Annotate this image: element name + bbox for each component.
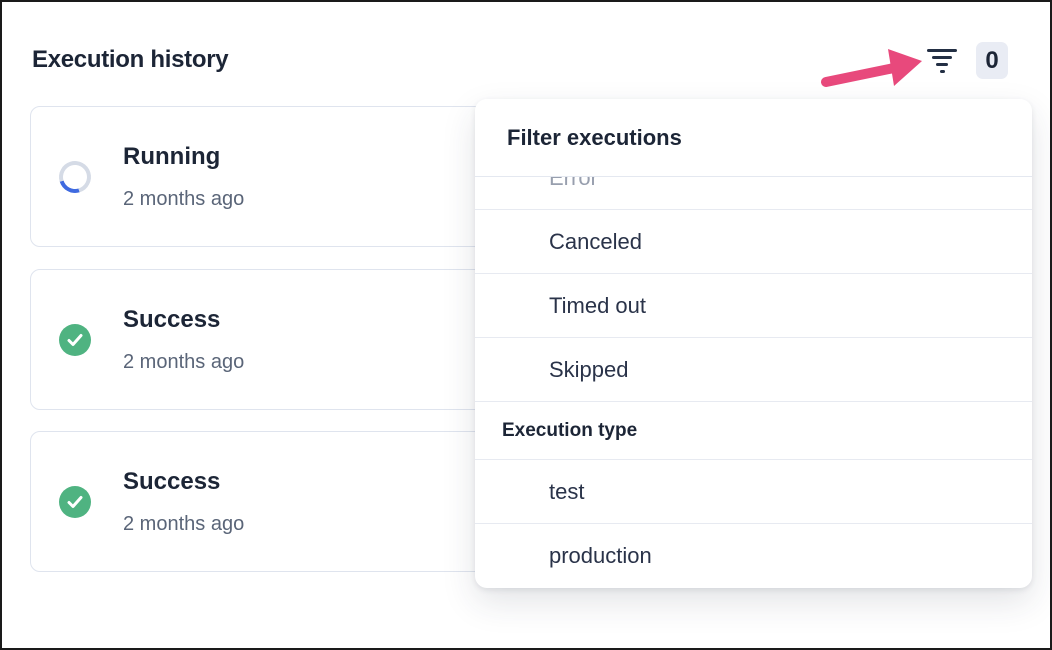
filter-count-badge: 0: [976, 42, 1008, 79]
filter-dropdown-title: Filter executions: [475, 99, 1032, 177]
filter-option-skipped[interactable]: Skipped: [475, 338, 1032, 402]
filter-option-production[interactable]: production: [549, 543, 652, 568]
filter-option-timed-out[interactable]: Timed out: [475, 274, 1032, 338]
filter-button[interactable]: [925, 49, 959, 77]
spinner-icon: [53, 154, 97, 199]
annotation-arrow-icon: [821, 49, 922, 87]
filter-executions-dropdown: Filter executions Error Canceled Timed o…: [475, 99, 1032, 588]
filter-option-test[interactable]: test: [475, 460, 1032, 524]
execution-type-section-label: Execution type: [475, 402, 1032, 460]
execution-status: Running: [123, 142, 221, 170]
execution-time: 2 months ago: [123, 512, 245, 535]
execution-status: Success: [123, 305, 221, 333]
filter-option-canceled[interactable]: Canceled: [475, 210, 1032, 274]
page-title: Execution history: [32, 46, 229, 73]
filter-funnel-icon: [927, 49, 957, 52]
execution-status: Success: [123, 467, 221, 495]
execution-time: 2 months ago: [123, 187, 245, 210]
check-circle-icon: [59, 485, 91, 518]
check-circle-icon: [59, 323, 91, 356]
execution-time: 2 months ago: [123, 350, 245, 373]
scroll-clip-region: Error: [475, 177, 1032, 210]
filter-option-error[interactable]: Error: [549, 177, 598, 190]
